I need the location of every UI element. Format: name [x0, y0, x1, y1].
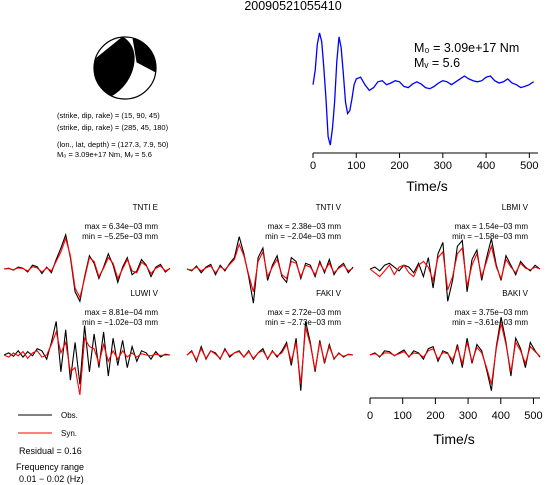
waveform-x-axis-label: Time/s — [433, 431, 474, 447]
min-amplitude-label: min = −1.02e−03 mm — [82, 318, 158, 327]
max-amplitude-label: max = 1.54e−03 mm — [455, 222, 529, 231]
station-label: LUWI V — [130, 289, 158, 298]
event-id-title: 20090521055410 — [244, 0, 341, 13]
station-label: BAKI V — [502, 289, 528, 298]
synthetic-waveform-line — [3, 329, 170, 395]
max-amplitude-label: max = 8.81e−04 mm — [85, 308, 159, 317]
stf-x-tick-label: 100 — [347, 160, 365, 172]
waveform-x-tick-label: 500 — [524, 410, 542, 422]
stf-m0-label: M₀ = 3.09e+17 Nm — [414, 41, 519, 55]
observed-waveform-line — [3, 321, 171, 385]
legend: Obs. Syn. Residual = 0.16 Frequency rang… — [16, 411, 84, 484]
max-amplitude-label: max = 3.75e−03 mm — [455, 308, 529, 317]
waveform-x-tick-label: 0 — [367, 410, 373, 422]
stf-mw-label: Mᵥ = 5.6 — [414, 56, 460, 70]
waveform-time-axis: 0 100 200 300 400 500 Time/s — [367, 397, 543, 447]
synthetic-waveform-line — [3, 236, 171, 300]
max-amplitude-label: max = 6.34e−03 mm — [85, 222, 159, 231]
min-amplitude-label: min = −2.04e−03 mm — [265, 232, 341, 241]
min-amplitude-label: min = −3.61e−03 mm — [452, 318, 528, 327]
stf-x-tick-label: 400 — [477, 160, 495, 172]
legend-syn-label: Syn. — [61, 429, 77, 438]
legend-obs-label: Obs. — [61, 411, 78, 420]
stf-series-line — [312, 32, 535, 146]
max-amplitude-label: max = 2.38e−03 mm — [268, 222, 342, 231]
residual-text: Residual = 0.16 — [19, 446, 82, 456]
beachball-diagram — [93, 36, 157, 100]
synthetic-waveform-line — [369, 244, 541, 291]
synthetic-waveform-line — [186, 327, 354, 385]
waveform-x-tick-label: 100 — [394, 410, 412, 422]
station-label: TNTI E — [133, 203, 158, 212]
waveform-x-tick-label: 400 — [492, 410, 510, 422]
moment-summary-text: M₀ = 3.09e+17 Nm, Mᵥ = 5.6 — [57, 150, 152, 159]
synthetic-waveform-line — [369, 323, 541, 385]
stf-x-tick-label: 500 — [520, 160, 538, 172]
observed-waveform-line — [186, 321, 354, 391]
station-label: FAKI V — [316, 289, 342, 298]
stf-x-tick-label: 0 — [310, 160, 316, 172]
stf-x-axis-label: Time/s — [406, 178, 447, 194]
stf-x-tick-label: 300 — [434, 160, 452, 172]
stf-x-tick-label: 200 — [390, 160, 408, 172]
nodal-plane-2-text: (strike, dip, rake) = (285, 45, 180) — [57, 123, 169, 132]
source-time-function-chart: 0 100 200 300 400 500 M₀ = 3.09e+17 Nm Mᵥ = 5… — [310, 32, 539, 194]
nodal-plane-1-text: (strike, dip, rake) = (15, 90, 45) — [57, 111, 160, 120]
min-amplitude-label: min = −5.25e−03 mm — [82, 232, 158, 241]
frequency-range-value: 0.01 − 0.02 (Hz) — [19, 474, 84, 484]
max-amplitude-label: max = 2.72e−03 mm — [268, 308, 342, 317]
min-amplitude-label: min = −1.58e−03 mm — [452, 232, 528, 241]
station-label: TNTI V — [316, 203, 342, 212]
waveform-x-tick-label: 200 — [426, 410, 444, 422]
synthetic-waveform-line — [186, 242, 354, 292]
station-label: LBMI V — [502, 203, 529, 212]
location-text: (lon., lat, depth) = (127.3, 7.9, 50) — [57, 140, 169, 149]
min-amplitude-label: min = −2.73e−03 mm — [265, 318, 341, 327]
waveform-x-tick-label: 300 — [459, 410, 477, 422]
frequency-range-title: Frequency range — [16, 462, 84, 472]
